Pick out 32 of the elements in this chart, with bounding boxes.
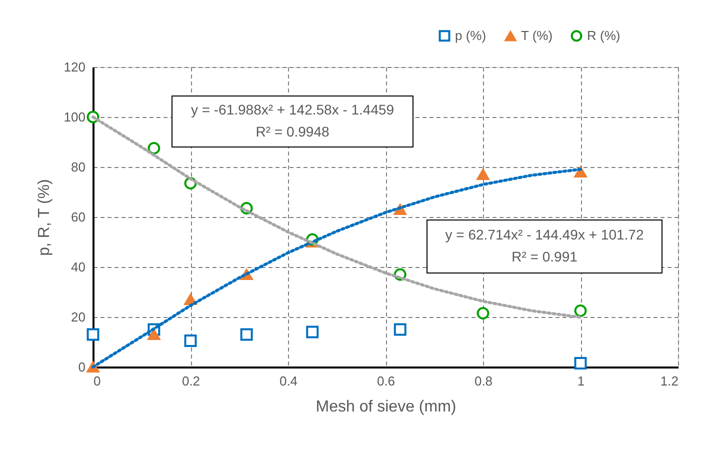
point [184,334,197,347]
legend-label: p (%) [455,28,486,43]
point [476,168,490,180]
x-tick-label: 0.4 [279,374,298,388]
y-tick-label: 20 [71,310,86,324]
point [574,304,587,317]
y-tick-label: 80 [71,160,86,174]
y-axis-title: p, R, T (%) [36,179,53,256]
point [240,328,253,341]
point [476,307,490,320]
x-tick-label: 0.8 [474,374,493,388]
point [394,323,406,336]
point [148,328,160,340]
point [86,328,100,341]
x-tick-label: 1.2 [660,374,678,388]
y-tick-label: 120 [64,60,86,74]
point [306,326,319,338]
y-tick-label: 0 [78,360,86,374]
y-tick-label: 40 [71,260,86,274]
y-tick-label: 100 [64,110,86,124]
x-tick-label: 0.2 [182,374,200,388]
x-tick-label: 1 [577,374,585,388]
y-tick-label: 60 [71,210,86,224]
legend-label: T (%) [521,28,553,44]
x-tick-label: 0 [94,374,101,388]
x-axis-title: Mesh of sieve (mm) [316,398,456,416]
x-tick-label: 0.6 [376,374,396,388]
legend-label: R (%) [587,28,620,43]
annotation: y = -61.988x² + 142.58x - 1.4459 R² = 0.9948 [190,102,394,140]
point [148,142,160,154]
point [574,357,587,370]
annotation: y = 62.714x² - 144.49x + 101.72 R² = 0.991 [445,226,644,264]
